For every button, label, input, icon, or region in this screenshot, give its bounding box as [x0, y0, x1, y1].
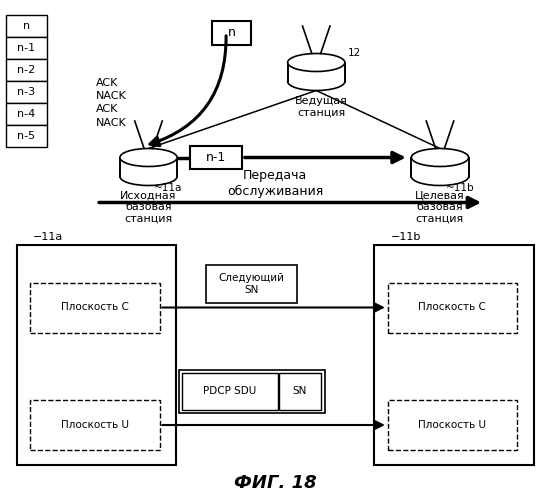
Text: Плоскость С: Плоскость С: [419, 302, 486, 312]
Ellipse shape: [288, 72, 345, 90]
Text: n-1: n-1: [17, 43, 35, 53]
FancyBboxPatch shape: [388, 400, 517, 450]
Text: NACK: NACK: [96, 91, 127, 101]
Text: Передача
обслуживания: Передача обслуживания: [227, 170, 323, 198]
Text: ФИГ. 18: ФИГ. 18: [234, 474, 316, 492]
Text: n-1: n-1: [206, 151, 226, 164]
Ellipse shape: [288, 54, 345, 72]
Text: n: n: [23, 21, 30, 31]
Text: Плоскость С: Плоскость С: [61, 302, 129, 312]
Text: n-5: n-5: [17, 131, 35, 141]
Text: SN: SN: [293, 386, 307, 396]
Text: Ведущая
станция: Ведущая станция: [295, 96, 348, 117]
FancyBboxPatch shape: [288, 62, 345, 82]
FancyBboxPatch shape: [6, 15, 47, 37]
Text: Исходная
базовая
станция: Исходная базовая станция: [120, 190, 177, 224]
FancyBboxPatch shape: [6, 81, 47, 103]
FancyBboxPatch shape: [182, 372, 278, 410]
FancyBboxPatch shape: [206, 265, 297, 302]
Text: ~11b: ~11b: [446, 183, 474, 193]
Ellipse shape: [411, 148, 469, 166]
Text: NACK: NACK: [96, 118, 127, 128]
FancyBboxPatch shape: [30, 282, 160, 333]
Text: −11b: −11b: [390, 232, 421, 242]
Ellipse shape: [411, 168, 469, 186]
FancyBboxPatch shape: [30, 400, 160, 450]
FancyBboxPatch shape: [374, 245, 534, 465]
FancyBboxPatch shape: [6, 103, 47, 125]
Text: Целевая
базовая
станция: Целевая базовая станция: [415, 190, 465, 224]
FancyBboxPatch shape: [6, 59, 47, 81]
FancyBboxPatch shape: [279, 372, 321, 410]
Text: Следующий
SN: Следующий SN: [219, 273, 285, 294]
FancyBboxPatch shape: [388, 282, 517, 333]
Text: ~11a: ~11a: [154, 183, 183, 193]
FancyBboxPatch shape: [179, 370, 324, 412]
Ellipse shape: [120, 168, 177, 186]
FancyBboxPatch shape: [6, 125, 47, 147]
Text: n-2: n-2: [17, 65, 35, 75]
Text: PDCP SDU: PDCP SDU: [203, 386, 256, 396]
FancyBboxPatch shape: [120, 158, 177, 176]
Text: −11a: −11a: [33, 232, 63, 242]
FancyBboxPatch shape: [411, 158, 469, 176]
Text: Плоскость U: Плоскость U: [61, 420, 129, 430]
Text: n-4: n-4: [17, 109, 35, 119]
FancyBboxPatch shape: [190, 146, 242, 169]
Text: n: n: [228, 26, 235, 40]
FancyBboxPatch shape: [6, 37, 47, 59]
FancyBboxPatch shape: [212, 21, 251, 45]
Text: Плоскость U: Плоскость U: [419, 420, 486, 430]
Text: ACK: ACK: [96, 104, 119, 115]
Text: ACK: ACK: [96, 78, 119, 88]
Text: n-3: n-3: [17, 87, 35, 97]
FancyBboxPatch shape: [16, 245, 176, 465]
Ellipse shape: [120, 148, 177, 166]
Text: 12: 12: [348, 48, 361, 58]
